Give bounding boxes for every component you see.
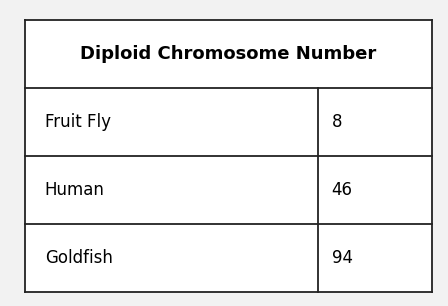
- Text: Fruit Fly: Fruit Fly: [45, 113, 111, 131]
- Text: Goldfish: Goldfish: [45, 249, 113, 267]
- Text: Diploid Chromosome Number: Diploid Chromosome Number: [80, 45, 377, 63]
- Bar: [25, 20, 432, 292]
- Text: 8: 8: [332, 113, 342, 131]
- Text: 46: 46: [332, 181, 353, 199]
- Text: Human: Human: [45, 181, 105, 199]
- Text: 94: 94: [332, 249, 353, 267]
